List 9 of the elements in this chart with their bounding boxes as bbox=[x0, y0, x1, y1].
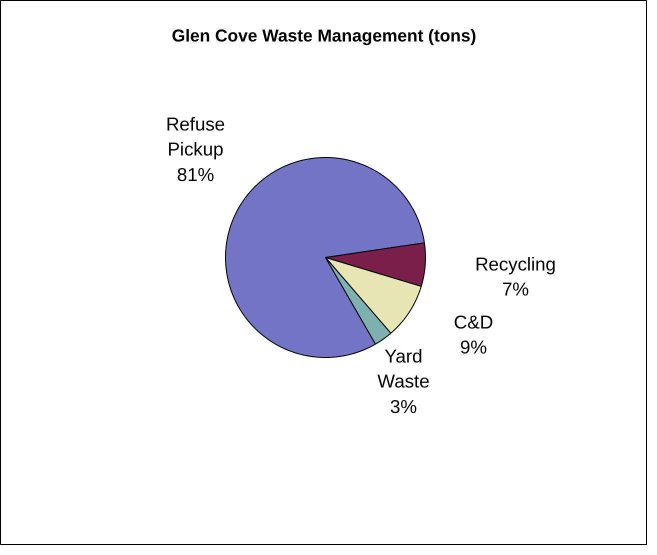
data-label: 81% bbox=[176, 164, 214, 185]
data-label: 9% bbox=[460, 336, 487, 358]
data-label: 7% bbox=[502, 278, 529, 300]
data-label: 3% bbox=[390, 396, 417, 417]
slice-label: Yard Waste bbox=[377, 346, 430, 392]
slice-label: C&D bbox=[454, 312, 494, 332]
slice-label: Refuse Pickup bbox=[166, 114, 226, 160]
chart-title: Glen Cove Waste Management (tons) bbox=[172, 26, 476, 46]
slice-label: Recycling bbox=[475, 254, 556, 274]
